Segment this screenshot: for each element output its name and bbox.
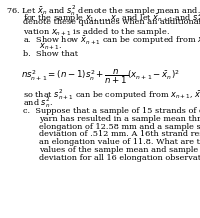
Text: deviation for all 16 elongation observations?: deviation for all 16 elongation observat… [39, 154, 200, 162]
Text: an elongation value of 11.8. What are the: an elongation value of 11.8. What are th… [39, 138, 200, 146]
Text: elongation of 12.58 mm and a sample standard: elongation of 12.58 mm and a sample stan… [39, 123, 200, 131]
Text: $ns_{n+1}^2 = (n-1)s_n^2 + \dfrac{n}{n+1}(x_{n+1} - \bar{x}_n)^2$: $ns_{n+1}^2 = (n-1)s_n^2 + \dfrac{n}{n+1… [21, 68, 179, 86]
Text: c.  Suppose that a sample of 15 strands of drapery: c. Suppose that a sample of 15 strands o… [23, 107, 200, 115]
Text: yarn has resulted in a sample mean thread: yarn has resulted in a sample mean threa… [39, 115, 200, 123]
Text: a.  Show how $\bar{x}_{n+1}$ can be computed from $\bar{x}_n$ and: a. Show how $\bar{x}_{n+1}$ can be compu… [23, 34, 200, 47]
Text: for the sample $x_1, \ldots , x_n$ and let $\bar{x}_{n+1}$ and $s_{n+1}^2$: for the sample $x_1, \ldots , x_n$ and l… [23, 10, 200, 25]
Text: vation $x_{n+1}$ is added to the sample.: vation $x_{n+1}$ is added to the sample. [23, 26, 170, 38]
Text: and $s_n^2$.: and $s_n^2$. [23, 95, 53, 110]
Text: so that $s_{n+1}^2$ can be computed from $x_{n+1}$, $\bar{x}_n$,: so that $s_{n+1}^2$ can be computed from… [23, 87, 200, 102]
Text: values of the sample mean and sample standard: values of the sample mean and sample sta… [39, 146, 200, 154]
Text: denote these quantities when an additional obser-: denote these quantities when an addition… [23, 18, 200, 26]
Text: deviation of .512 mm. A 16th strand results in: deviation of .512 mm. A 16th strand resu… [39, 130, 200, 138]
Text: $x_{n+1}$.: $x_{n+1}$. [39, 42, 62, 52]
Text: 76. Let $\bar{x}_n$ and $s_n^2$ denote the sample mean and variance: 76. Let $\bar{x}_n$ and $s_n^2$ denote t… [6, 3, 200, 17]
Text: b.  Show that: b. Show that [23, 50, 78, 58]
